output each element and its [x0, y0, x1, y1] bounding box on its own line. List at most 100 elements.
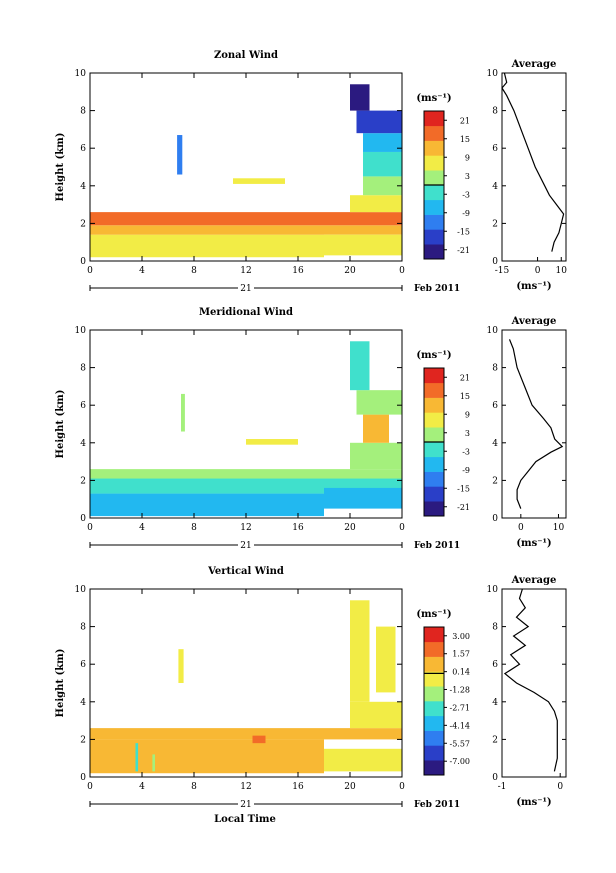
colorbar-unit: (ms⁻¹) [416, 93, 451, 104]
colorbar-tick-label: 0.14 [452, 668, 470, 677]
heatmap-cell [324, 234, 402, 256]
y-axis-label: Height (km) [55, 390, 66, 459]
x-tick-label: 16 [292, 782, 304, 792]
average-y-tick-label: 0 [492, 514, 498, 524]
date-label: 21 [240, 284, 251, 294]
colorbar-swatch [424, 229, 444, 245]
date-label-bg [238, 282, 254, 292]
colorbar-swatch [424, 760, 444, 776]
colorbar-tick-label: -21 [457, 503, 470, 512]
heatmap-cell [90, 728, 402, 740]
local-time-label: Local Time [214, 814, 276, 825]
x-tick-label: 0 [87, 523, 93, 533]
average-y-tick-label: 10 [487, 326, 499, 336]
colorbar-swatch [424, 471, 444, 487]
colorbar-frame [423, 626, 445, 776]
y-tick-label: 4 [80, 698, 86, 708]
y-axis-label: Height (km) [55, 649, 66, 718]
average-frame [501, 588, 567, 778]
x-tick-label: 12 [240, 523, 251, 533]
x-tick-label: 20 [344, 782, 356, 792]
y-tick-label: 2 [80, 219, 86, 229]
colorbar-swatch [424, 501, 444, 517]
heatmap-cell [324, 487, 402, 509]
average-y-tick-label: 2 [492, 476, 498, 486]
y-tick-label: 2 [80, 735, 86, 745]
average-profile-line [508, 339, 564, 509]
y-tick-label: 0 [80, 773, 86, 783]
colorbar-swatch [424, 368, 444, 384]
heatmap-cells [90, 84, 402, 258]
heatmap-cell [350, 341, 370, 391]
colorbar-tick-label: -2.71 [449, 703, 470, 712]
colorbar-tick-label: -9 [462, 466, 470, 475]
heatmap-cell [363, 133, 402, 152]
average-y-tick-label: 6 [492, 660, 498, 670]
average-title: Average [511, 59, 557, 70]
y-tick-label: 6 [80, 401, 86, 411]
y-axis-label: Height (km) [55, 133, 66, 202]
colorbar-swatch [424, 671, 444, 687]
x-tick-label: 8 [191, 523, 197, 533]
average-y-tick-label: 0 [492, 257, 498, 267]
colorbar-tick-label: -3 [462, 447, 470, 456]
x-tick-label: 4 [139, 523, 145, 533]
average-y-tick-label: 8 [492, 623, 498, 633]
colorbar-swatch [424, 214, 444, 230]
x-tick-label: 12 [240, 782, 251, 792]
average-y-tick-label: 6 [492, 401, 498, 411]
panel-2: Meridional Wind 0 2 4 6 8 10 Height (km) 0 4 8 12 16… [55, 307, 567, 551]
heatmap-cell [233, 178, 285, 184]
colorbar-swatch [424, 641, 444, 657]
heatmap-cell [350, 600, 370, 702]
x-tick-label: 8 [191, 782, 197, 792]
heatmap-cell [376, 626, 396, 693]
x-tick-label: 0 [87, 266, 93, 276]
x-tick-label: 4 [139, 782, 145, 792]
heatmap-cell [152, 754, 155, 772]
heatmap-cell [350, 84, 370, 111]
colorbar-tick-label: -15 [457, 484, 470, 493]
average-y-tick-label: 4 [492, 439, 498, 449]
x-tick-label: 20 [344, 266, 356, 276]
average-frame [501, 72, 567, 262]
colorbar-swatch [424, 140, 444, 156]
x-tick-label: 16 [292, 266, 304, 276]
heatmap-cell [350, 701, 402, 729]
colorbar-unit: (ms⁻¹) [416, 350, 451, 361]
colorbar-swatch [424, 715, 444, 731]
heatmap-cell [324, 748, 402, 772]
colorbar-swatch [424, 111, 444, 127]
colorbar-tick-label: 1.57 [452, 650, 470, 659]
heatmap-cells [90, 341, 402, 517]
colorbar-swatch [424, 382, 444, 398]
average-title: Average [511, 316, 557, 327]
average-y-tick-label: 2 [492, 735, 498, 745]
y-tick-label: 6 [80, 144, 86, 154]
colorbar-swatch [424, 486, 444, 502]
y-tick-label: 10 [75, 585, 87, 595]
x-tick-label: 0 [399, 523, 405, 533]
colorbar-swatch [424, 412, 444, 428]
colorbar-tick-label: 9 [465, 153, 470, 162]
heatmap-cells [90, 600, 402, 774]
heatmap-cell [350, 195, 402, 213]
average-x-tick-label: -15 [495, 266, 510, 276]
heatmap-cell [135, 743, 139, 772]
x-tick-label: 4 [139, 266, 145, 276]
colorbar-swatch [424, 686, 444, 702]
heatmap-cell [252, 735, 266, 744]
y-tick-label: 4 [80, 439, 86, 449]
panel-title: Vertical Wind [207, 566, 284, 577]
x-tick-label: 20 [344, 523, 356, 533]
colorbar-tick-label: -1.28 [449, 685, 470, 694]
colorbar-unit: (ms⁻¹) [416, 609, 451, 620]
colorbar-swatch [424, 442, 444, 458]
heatmap-cell [356, 110, 402, 134]
x-tick-label: 0 [399, 782, 405, 792]
colorbar-swatch [424, 745, 444, 761]
y-tick-label: 2 [80, 476, 86, 486]
